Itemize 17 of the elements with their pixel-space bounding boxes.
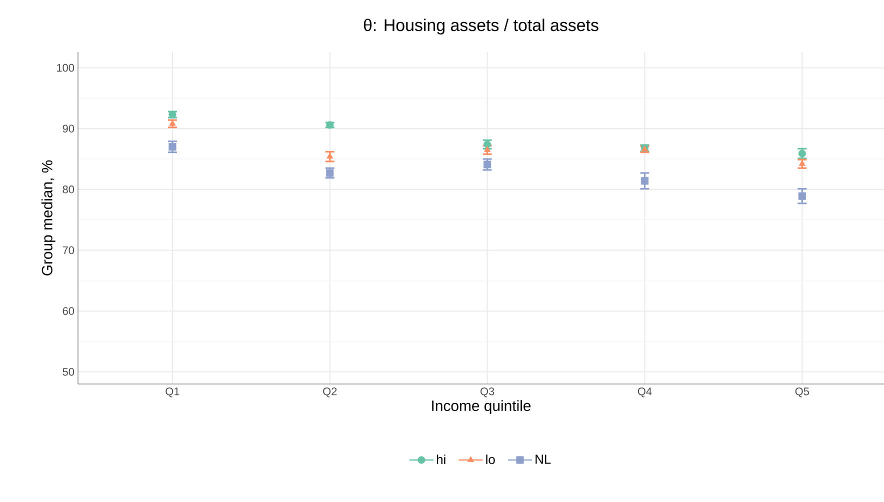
y-axis-title: Group median, % (41, 160, 56, 276)
legend-label: lo (486, 454, 495, 464)
x-tick-label: Q4 (638, 388, 652, 398)
x-tick-label: Q1 (166, 388, 180, 398)
y-tick-label: 70 (62, 246, 74, 254)
legend-label: NL (536, 454, 551, 464)
y-tick-label: 80 (62, 186, 74, 194)
legend-label: hi (436, 454, 446, 464)
chart-title: θ: Housing assets / total assets (364, 18, 598, 34)
y-tick-label: 90 (62, 124, 74, 132)
y-tick-label: 50 (62, 368, 74, 376)
y-tick-label: 100 (57, 64, 74, 72)
y-tick-label: 60 (62, 307, 74, 315)
x-tick-label: Q3 (480, 388, 494, 398)
x-axis-title: Income quintile (432, 400, 531, 414)
x-tick-label: Q2 (323, 388, 337, 398)
x-tick-label: Q5 (795, 388, 809, 398)
